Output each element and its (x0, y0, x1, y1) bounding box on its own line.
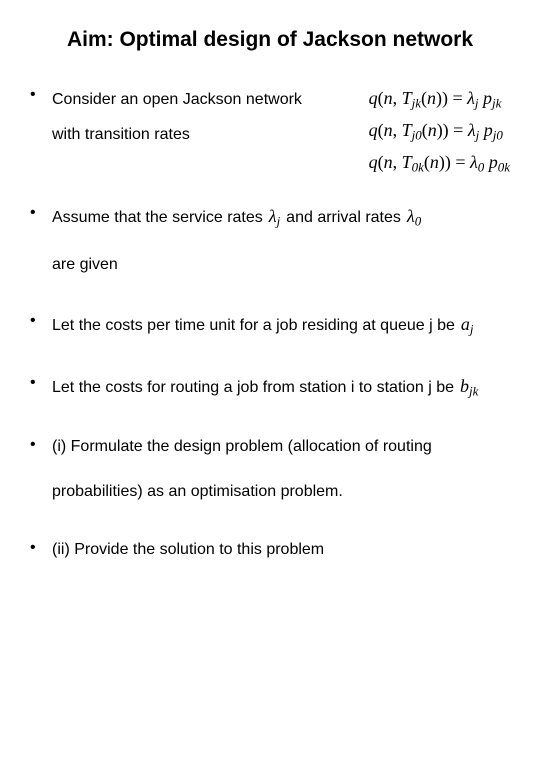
text: Assume that the service rates (52, 207, 263, 229)
text: Let the costs per time unit for a job re… (52, 315, 455, 337)
list-item: Assume that the service rates λj and arr… (24, 204, 516, 276)
text: probabilities) as an optimisation proble… (52, 483, 343, 500)
list-item: (i) Formulate the design problem (alloca… (24, 436, 516, 503)
bullet-row: (i) Formulate the design problem (alloca… (52, 436, 516, 458)
text: Consider an open Jackson network (52, 89, 302, 111)
list-item: Let the costs per time unit for a job re… (24, 312, 516, 338)
symbol: bjk (460, 374, 478, 400)
text: Let the costs for routing a job from sta… (52, 377, 454, 399)
symbol: λj (269, 204, 280, 230)
symbol: aj (461, 312, 474, 338)
bullet-row: (ii) Provide the solution to this proble… (52, 539, 516, 561)
list-item: (ii) Provide the solution to this proble… (24, 539, 516, 561)
text: (ii) Provide the solution to this proble… (52, 541, 324, 558)
sub-line: are given (52, 254, 516, 276)
page-title: Aim: Optimal design of Jackson network (24, 28, 516, 52)
list-item: Consider an open Jackson network q(n, Tj… (24, 86, 516, 146)
symbol: λ0 (407, 204, 421, 230)
equation: q(n, Tjk(n)) = λj pjk (369, 86, 510, 112)
equation: q(n, T0k(n)) = λ0 p0k (369, 150, 510, 176)
text: (i) Formulate the design problem (alloca… (52, 438, 432, 455)
list-item: Let the costs for routing a job from sta… (24, 374, 516, 400)
bullet-list: Consider an open Jackson network q(n, Tj… (24, 86, 516, 561)
equation: q(n, Tj0(n)) = λj pj0 (369, 118, 510, 144)
text: with transition rates (52, 126, 190, 143)
text: are given (52, 256, 118, 273)
text: and arrival rates (286, 207, 401, 229)
equation-column: q(n, Tjk(n)) = λj pjk q(n, Tj0(n)) = λj … (369, 86, 516, 176)
bullet-row: Let the costs for routing a job from sta… (52, 374, 516, 400)
bullet-row: Assume that the service rates λj and arr… (52, 204, 516, 230)
bullet-row: Let the costs per time unit for a job re… (52, 312, 516, 338)
